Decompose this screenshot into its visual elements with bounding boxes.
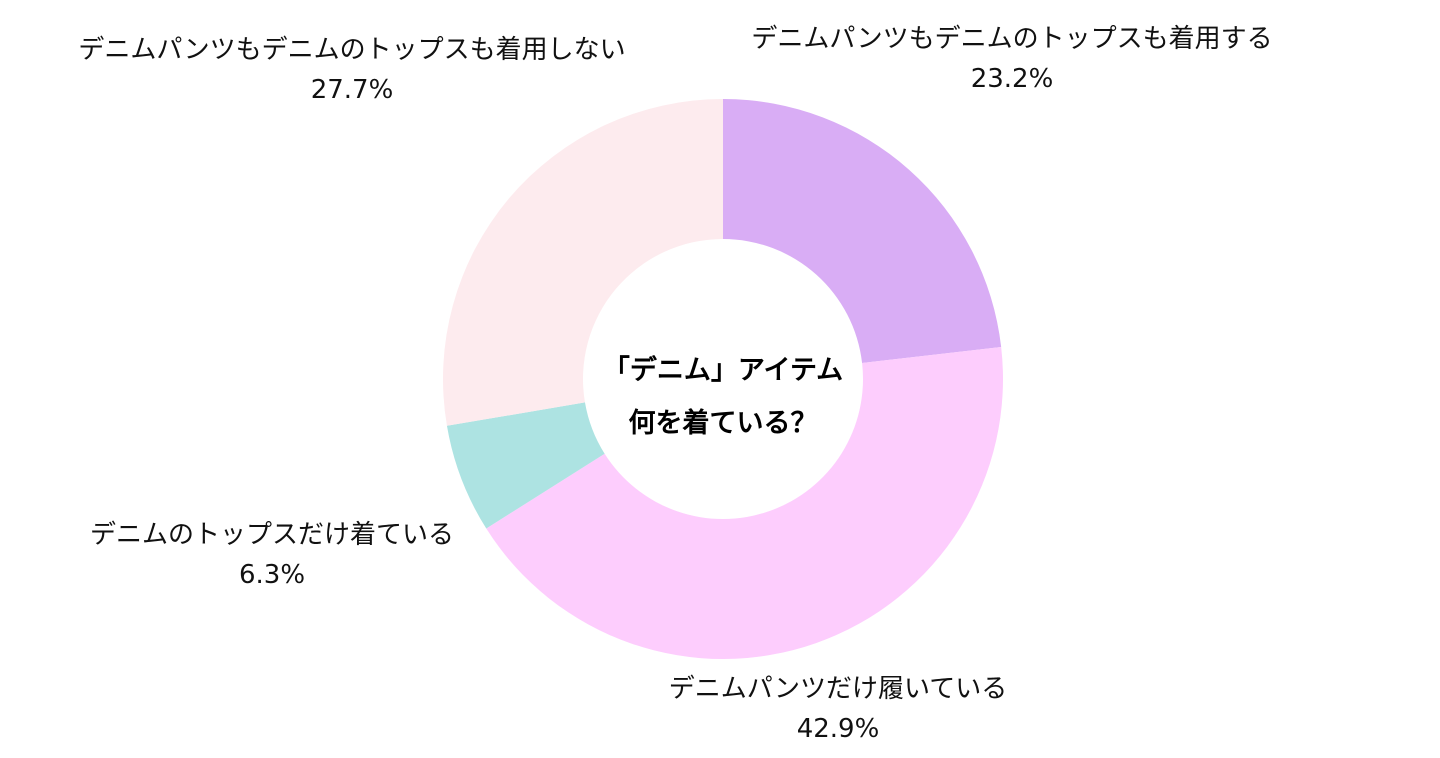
slice-value-3: 6.3% bbox=[239, 560, 305, 590]
labels-layer: デニムパンツもデニムのトップスも着用する 23.2% デニムパンツだけ履いている 42… bbox=[78, 24, 1272, 744]
donut-slice-4 bbox=[443, 99, 723, 426]
slice-label-4: デニムパンツもデニムのトップスも着用しない bbox=[78, 35, 625, 65]
slice-value-1: 23.2% bbox=[971, 64, 1054, 94]
slice-value-2: 42.9% bbox=[797, 714, 880, 744]
slices-layer bbox=[443, 99, 1003, 659]
center-title-line-2: 何を着ている？ bbox=[629, 407, 818, 439]
slice-label-2: デニムパンツだけ履いている bbox=[669, 674, 1008, 704]
center-title-group: 「デニム」アイテム 何を着ている？ bbox=[603, 354, 843, 439]
center-title-line-1: 「デニム」アイテム bbox=[603, 354, 843, 386]
slice-label-3: デニムのトップスだけ着ている bbox=[90, 520, 454, 550]
donut-slice-1 bbox=[723, 99, 1002, 363]
donut-slice-3 bbox=[446, 402, 605, 529]
slice-label-1: デニムパンツもデニムのトップスも着用する bbox=[751, 24, 1272, 54]
donut-slice-2 bbox=[486, 346, 1003, 659]
slice-value-4: 27.7% bbox=[311, 75, 394, 105]
